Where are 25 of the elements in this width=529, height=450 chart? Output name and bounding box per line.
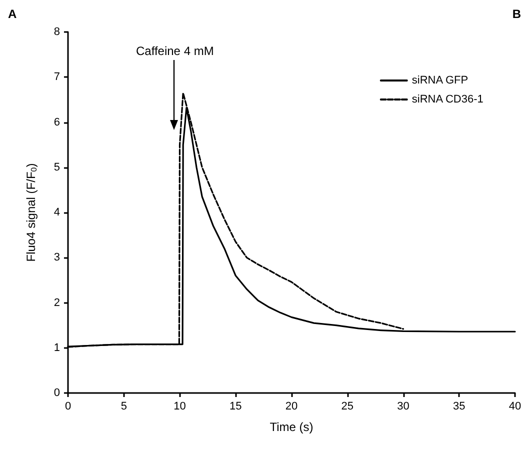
x-tick-label: 0 (64, 400, 72, 412)
y-tick-label: 2 (54, 296, 60, 309)
y-tick-label: 7 (54, 71, 60, 84)
legend-label: siRNA CD36-1 (412, 94, 484, 106)
x-axis-title: Time (s) (270, 420, 314, 434)
annotation: Caffeine 4 mM (136, 44, 214, 58)
y-tick-label: 6 (54, 116, 60, 128)
y-tick-label: 1 (54, 342, 60, 354)
y-tick-label: 8 (54, 26, 60, 38)
y-tick-label: 5 (54, 161, 60, 174)
text: A (8, 7, 17, 21)
text: B (512, 7, 522, 21)
x-tick-label: 15 (230, 400, 242, 412)
x-tick-label: 10 (174, 400, 186, 412)
x-tick-label: 30 (397, 400, 410, 412)
y-tick-label: 3 (54, 252, 60, 264)
x-tick-label: 40 (508, 400, 522, 412)
x-tick-label: 5 (120, 400, 127, 412)
y-axis-title: Fluo4 signal (F/F0) (24, 163, 38, 262)
legend-label: siRNA GFP (412, 74, 468, 86)
y-tick-label: 4 (54, 206, 60, 218)
x-tick-label: 20 (285, 400, 298, 412)
y-tick-label: 0 (54, 387, 60, 399)
x-tick-label: 35 (453, 400, 466, 412)
x-tick-label: 25 (341, 400, 354, 412)
